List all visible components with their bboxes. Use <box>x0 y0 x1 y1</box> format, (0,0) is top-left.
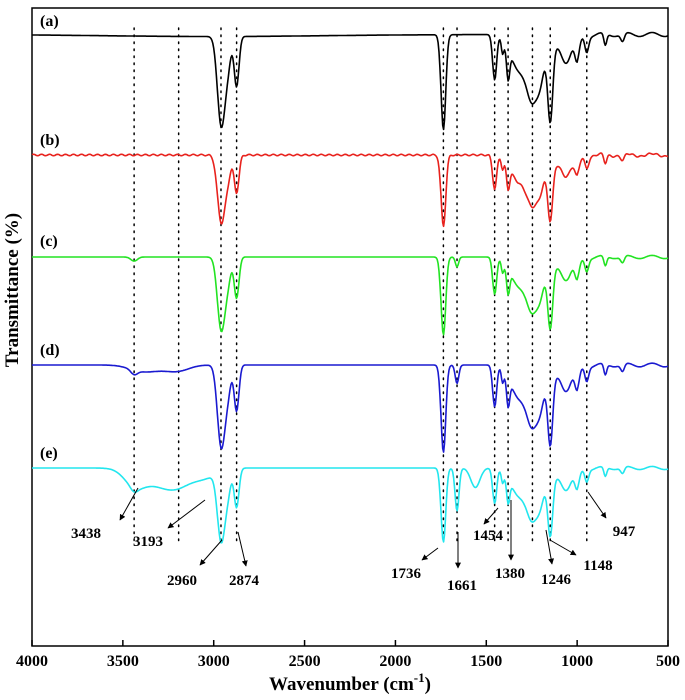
plot-frame <box>31 7 669 647</box>
x-tick-label: 2500 <box>289 653 321 670</box>
x-tick-label: 1500 <box>470 653 502 670</box>
panel-label: (d) <box>40 342 60 359</box>
annotation-label: 3193 <box>133 534 163 550</box>
spectra-curves <box>31 31 669 544</box>
panel-label: (c) <box>40 233 58 250</box>
annotation-arrow <box>167 499 206 529</box>
x-tick-label: 1000 <box>561 653 593 670</box>
annotation-label: 947 <box>613 524 636 540</box>
annotation-label: 1148 <box>583 558 612 574</box>
y-axis-title: Transmittance (%) <box>2 213 23 367</box>
spectrum-curve-2 <box>31 152 669 228</box>
annotation-arrow <box>587 491 607 519</box>
x-axis-title: Wavenumber (cm-1) <box>269 670 431 695</box>
annotation-label: 1380 <box>495 566 525 582</box>
spectrum-curve-5 <box>32 465 669 544</box>
annotation-arrow <box>545 529 555 565</box>
annotation-arrow <box>421 547 439 561</box>
annotation-arrow <box>199 539 223 566</box>
panel-labels: (a) (b) (c) (d) (e) <box>40 13 60 462</box>
panel-label: (a) <box>40 13 59 30</box>
x-tick-label: 3000 <box>198 653 230 670</box>
x-tick-label: 500 <box>656 653 680 670</box>
panel-label: (e) <box>40 445 58 462</box>
panel-label: (b) <box>40 132 60 149</box>
annotation-arrow <box>119 487 139 521</box>
annotation-label: 3438 <box>71 526 101 542</box>
annotation-label: 1661 <box>447 578 477 594</box>
annotation-arrow <box>549 539 577 556</box>
x-tick-label: 2000 <box>379 653 411 670</box>
x-tick-label: 3500 <box>107 653 139 670</box>
annotation-label: 1246 <box>541 572 572 588</box>
spectrum-curve-4 <box>32 362 669 453</box>
peak-annotations: 3438 3193 2960 2874 1736 1661 1454 1380 1246 1148… <box>71 487 636 594</box>
annotation-label: 2960 <box>167 573 197 589</box>
peak-marker-lines <box>133 27 588 546</box>
annotation-label: 2874 <box>229 573 260 589</box>
x-tick-label: 4000 <box>16 653 48 670</box>
x-axis-ticks: 4000 3500 3000 2500 2000 1500 1000 500 <box>16 640 680 670</box>
annotation-label: 1454 <box>473 528 504 544</box>
annotation-arrow <box>483 507 499 525</box>
annotation-arrow <box>237 531 248 567</box>
annotation-label: 1736 <box>391 566 422 582</box>
spectrum-curve-1 <box>32 31 669 131</box>
spectrum-curve-3 <box>32 254 669 336</box>
